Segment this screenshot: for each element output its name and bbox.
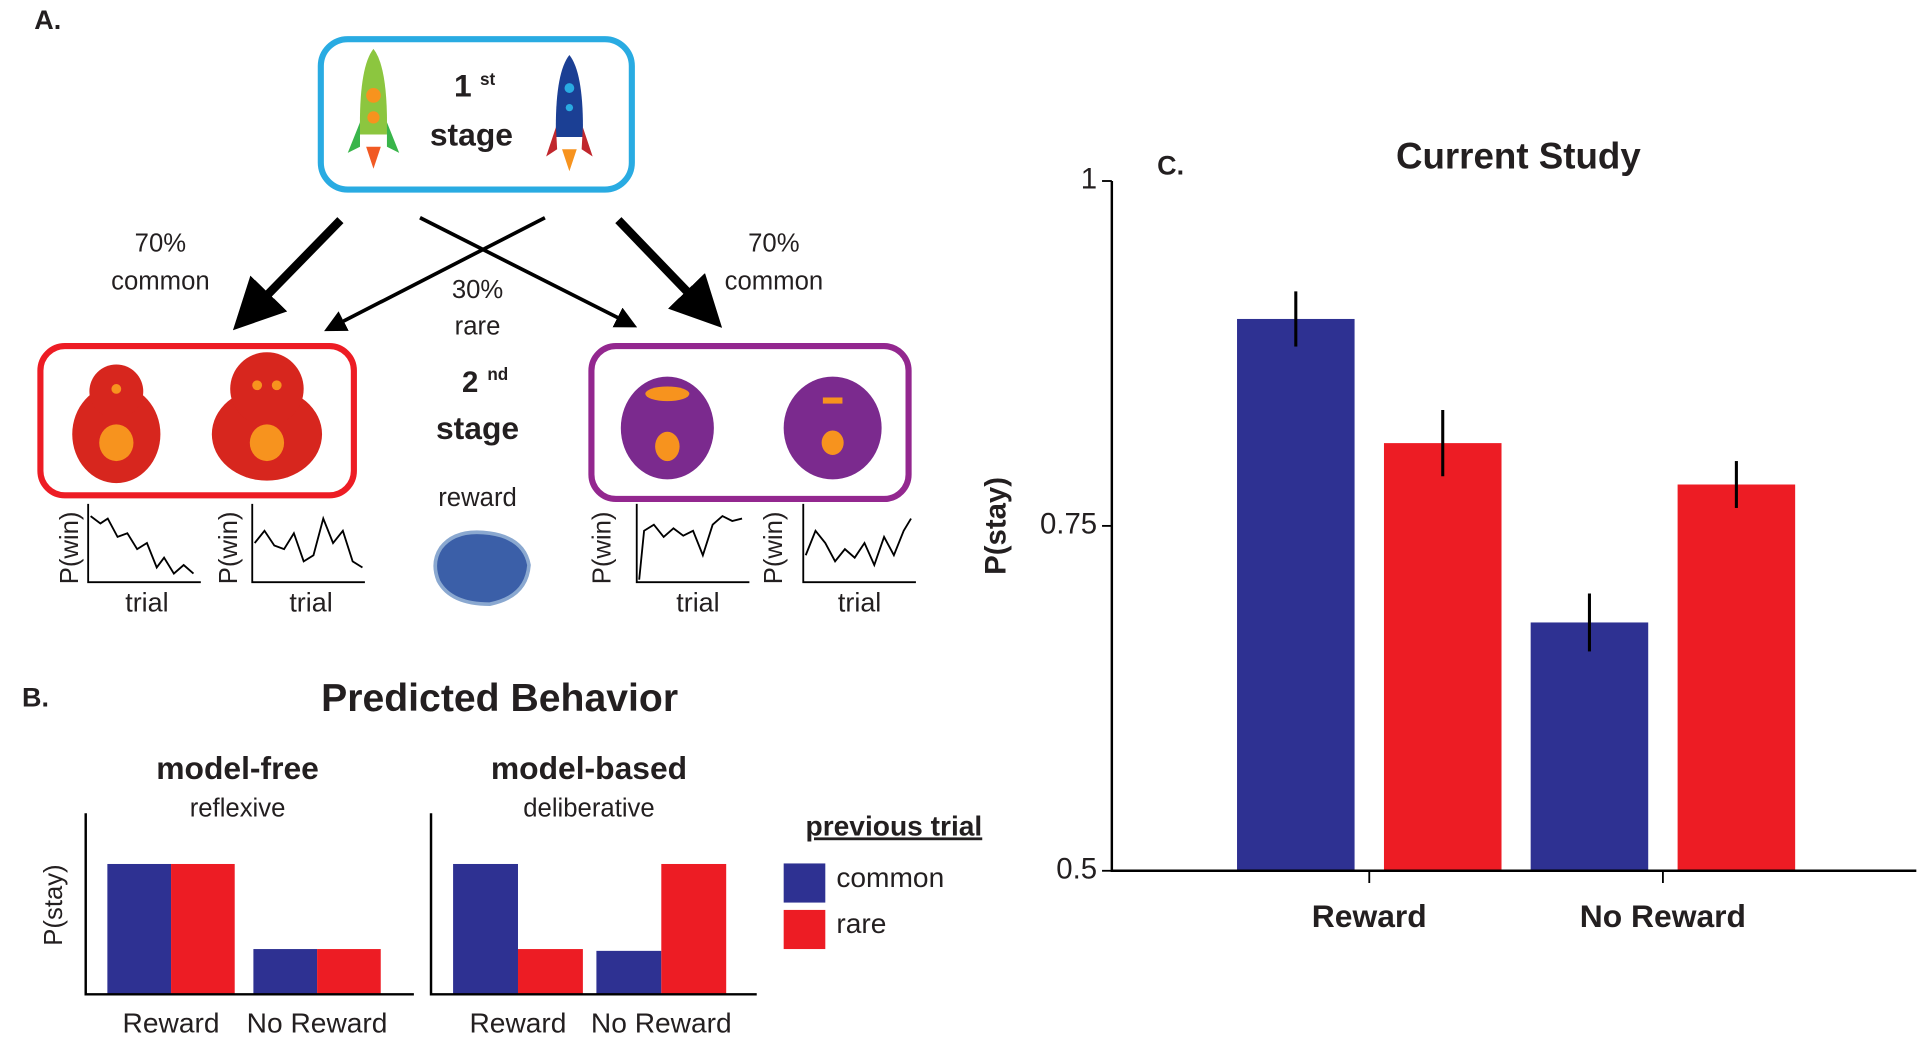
x-tick-label: No Reward [591,1007,732,1038]
y-tick-label: 0.75 [1040,508,1097,541]
plot-x-label: trial [289,587,332,617]
reward-label: reward [438,484,517,512]
reward-gem [433,530,531,606]
legend-label: rare [836,908,886,939]
red-planet-box [37,343,357,499]
bar [253,949,318,995]
x-tick-label: Reward [123,1007,220,1038]
panel-title: Predicted Behavior [321,677,678,720]
arrow-rare [324,216,546,332]
bar [1677,484,1796,871]
bar [107,863,172,995]
panel-label: B. [22,683,49,713]
y-tick-label: 1 [1081,163,1097,196]
plot-axes [87,503,201,584]
arrow-common [615,217,723,328]
second-stage-suffix: nd [487,364,508,384]
x-tick-label: No Reward [247,1007,388,1038]
bar [453,863,518,995]
chart-subtitle: deliberative [523,794,654,822]
y-axis-label: P(stay) [40,864,68,945]
plot-axes [635,503,750,584]
bar [1530,622,1649,871]
rocket-blue [546,55,593,172]
arrow-rare [419,216,638,328]
transition-kind: common [725,267,824,295]
bar [1237,318,1355,871]
chart-title: model-based [491,750,687,786]
chart-subtitle: reflexive [190,794,286,822]
first-stage-box [317,36,635,193]
plot-axes [802,503,916,584]
chart-title: model-free [156,750,319,786]
bar [171,863,235,995]
panel-label: C. [1157,151,1184,181]
legend-title: previous trial [806,810,983,841]
rocket-green [347,48,400,169]
chart-title: Current Study [1396,136,1641,177]
axes [1110,181,1917,873]
x-tick-label: Reward [1312,898,1427,934]
plot-trace [804,518,912,568]
legend-swatch [783,909,826,950]
plot-trace [253,515,363,569]
bar [517,949,583,995]
axes [84,813,414,996]
plot-y-label: P(win) [760,512,788,585]
second-stage-number: 2 [462,366,478,399]
plot-x-label: trial [676,587,719,617]
transition-percent: 70% [748,229,799,257]
purple-planet-box [588,343,912,503]
transition-kind: rare [455,313,501,341]
first-stage-suffix: st [480,69,496,89]
transition-percent: 70% [135,229,186,257]
y-tick-label: 0.5 [1056,853,1097,886]
axes [429,813,757,996]
legend-label: common [836,862,944,893]
bar [1383,443,1502,871]
plot-y-label: P(win) [215,512,243,585]
plot-x-label: trial [838,587,881,617]
plot-trace [90,515,195,575]
bar [661,863,727,995]
plot-x-label: trial [125,587,168,617]
arrow-common [232,217,344,331]
legend-swatch [783,863,826,903]
y-axis-label: P(stay) [980,477,1013,575]
bar [596,950,662,995]
bar [317,949,381,995]
first-stage-number: 1 [454,67,472,103]
plot-y-label: P(win) [56,512,84,585]
panel-label: A. [34,5,61,35]
second-stage-word: stage [436,410,519,446]
plot-trace [638,515,743,580]
purple-monsters [620,376,882,480]
plot-y-label: P(win) [588,512,616,585]
x-tick-label: No Reward [1580,898,1746,934]
red-monsters [72,352,323,484]
plot-axes [251,503,365,584]
first-stage-word: stage [430,116,513,152]
x-tick-label: Reward [469,1007,566,1038]
transition-kind: common [111,267,210,295]
transition-percent: 30% [452,276,503,304]
